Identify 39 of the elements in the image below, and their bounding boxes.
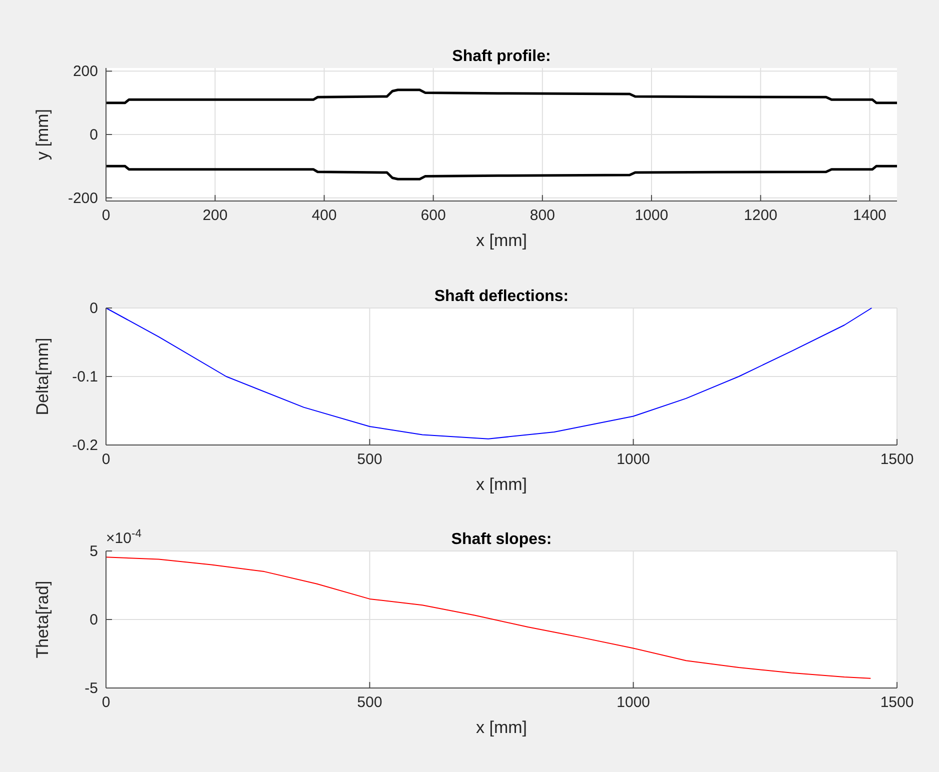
y-axis-title: Theta[rad] bbox=[33, 580, 52, 658]
y-tick-label: 200 bbox=[72, 63, 98, 80]
line-series bbox=[106, 556, 872, 679]
x-tick-label: 1400 bbox=[853, 207, 886, 224]
x-tick-label: 1000 bbox=[616, 451, 650, 468]
x-tick-label: 1000 bbox=[634, 207, 668, 224]
y-tick-label: 0 bbox=[90, 612, 98, 628]
y-tick-label: -200 bbox=[68, 190, 98, 207]
x-tick-label: 0 bbox=[102, 451, 110, 468]
x-tick-label: 1200 bbox=[744, 207, 778, 224]
x-axis-title: x [mm] bbox=[476, 475, 527, 494]
line-series bbox=[104, 88, 898, 104]
x-tick-label: 400 bbox=[312, 207, 337, 224]
x-tick-label: 0 bbox=[102, 694, 110, 711]
x-tick-label: 500 bbox=[357, 694, 382, 711]
x-tick-label: 1500 bbox=[880, 694, 914, 711]
chart-title: Shaft slopes: bbox=[451, 531, 552, 548]
y-tick-label: -0.2 bbox=[72, 437, 98, 454]
y-axis-title: y [mm] bbox=[33, 109, 52, 160]
line-series bbox=[104, 164, 898, 180]
x-axis-title: x [mm] bbox=[476, 231, 527, 250]
x-tick-label: 500 bbox=[357, 451, 382, 468]
y-tick-label: -5 bbox=[84, 680, 98, 697]
x-tick-label: 0 bbox=[102, 207, 110, 224]
y-axis-title: Delta[mm] bbox=[33, 338, 52, 416]
y-tick-label: 0 bbox=[90, 126, 98, 144]
chart-title: Shaft deflections: bbox=[434, 288, 569, 305]
y-tick-label: -0.1 bbox=[72, 368, 98, 386]
x-tick-label: 1000 bbox=[616, 694, 650, 711]
line-series bbox=[106, 308, 872, 440]
chart-title: Shaft profile: bbox=[452, 48, 551, 65]
text: ×10$^{-4}$ bbox=[106, 528, 142, 547]
x-tick-label: 800 bbox=[530, 207, 555, 224]
x-tick-label: 1500 bbox=[880, 451, 914, 468]
y-tick-label: 5 bbox=[90, 543, 98, 560]
y-tick-label: 0 bbox=[90, 300, 98, 317]
x-axis-title: x [mm] bbox=[476, 718, 527, 737]
x-tick-label: 200 bbox=[202, 207, 228, 224]
x-tick-label: 600 bbox=[420, 207, 446, 224]
